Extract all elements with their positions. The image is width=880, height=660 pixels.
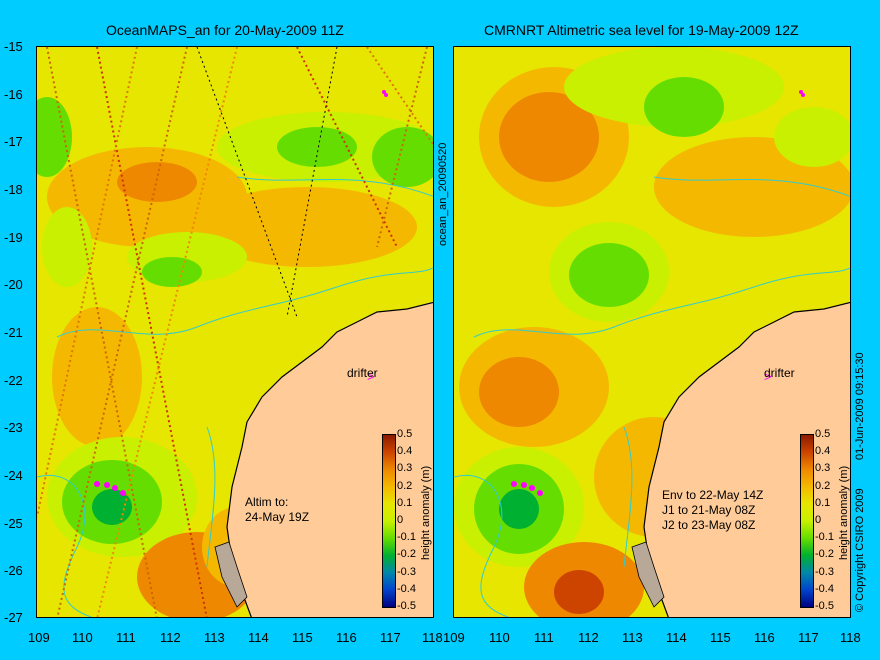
left-map-svg: > [37,47,433,617]
colorbar-tick: -0.2 [815,548,834,561]
colorbar-tick: -0.5 [815,600,834,612]
colorbar-tick: 0.3 [815,462,831,475]
colorbar-tick: -0.3 [815,565,834,578]
lon-tick: 113 [204,630,225,645]
colorbar-tick: 0.3 [397,462,413,475]
lon-tick: 117 [380,630,401,645]
right-drifter-label: drifter [764,366,795,380]
lon-tick: 118 [840,630,861,645]
left-colorbar-gradient [382,434,396,608]
lat-tick: -20 [4,277,23,292]
lon-tick: 113 [622,630,643,645]
colorbar-tick: 0.2 [815,479,831,492]
lat-tick: -24 [4,468,23,483]
colorbar-tick: -0.4 [815,582,834,595]
lat-tick: -26 [4,563,23,578]
lon-tick: 118 [422,630,443,645]
lat-tick: -18 [4,182,23,197]
lon-tick: 115 [292,630,313,645]
lat-tick: -23 [4,420,23,435]
lon-tick: 117 [798,630,819,645]
lat-tick: -25 [4,516,23,531]
right-colorbar-label: height anomaly (m) [838,465,850,560]
colorbar-tick: -0.2 [397,548,416,561]
colorbar-tick: -0.4 [397,582,416,595]
lon-tick: 114 [248,630,269,645]
colorbar-tick: 0.5 [397,428,413,440]
lon-tick: 111 [116,630,136,645]
lat-tick: -16 [4,87,23,102]
lon-tick: 115 [710,630,731,645]
svg-text:>: > [764,369,772,384]
colorbar-tick: 0.4 [397,445,413,458]
right-map-title: CMRNRT Altimetric sea level for 19-May-2… [484,22,799,38]
colorbar-tick: 0.4 [815,445,831,458]
lat-tick: -17 [4,134,23,149]
lon-tick: 112 [160,630,181,645]
left-drifter-label: drifter [347,366,378,380]
right-side-label: 01-Jun-2009 09:15:30 [854,352,866,460]
left-colorbar-label: height anomaly (m) [420,465,432,560]
colorbar-tick: 0.5 [815,428,831,440]
left-map-panel: > [36,46,434,618]
left-map-title: OceanMAPS_an for 20-May-2009 11Z [106,22,344,38]
lon-tick: 112 [578,630,599,645]
right-map-panel: > [453,46,851,618]
colorbar-tick: -0.1 [397,531,416,544]
lat-tick: -15 [4,39,23,54]
lon-tick: 111 [534,630,554,645]
colorbar-tick: 0 [397,514,404,526]
colorbar-tick: 0.1 [815,496,831,509]
colorbar-tick: 0.1 [397,496,413,509]
lat-tick: -22 [4,373,23,388]
right-map-svg: > [454,47,850,617]
lat-tick: -19 [4,230,23,245]
right-colorbar-gradient [800,434,814,608]
colorbar-tick: 0 [815,514,822,526]
lon-tick: 114 [666,630,687,645]
copyright-label: © Copyright CSIRO 2009 [854,488,866,612]
lon-tick: 116 [336,630,357,645]
lon-tick: 110 [72,630,93,645]
right-annotation: Env to 22-May 14Z J1 to 21-May 08Z J2 to… [662,488,764,532]
colorbar-tick: 0.2 [397,479,413,492]
colorbar-tick: -0.5 [397,600,416,612]
lon-tick: 109 [443,630,465,645]
svg-text:>: > [367,369,375,384]
lon-tick: 109 [28,630,50,645]
lat-tick: -21 [4,325,23,340]
lon-tick: 116 [754,630,775,645]
left-annotation: Altim to: 24-May 19Z [245,495,310,524]
left-side-label: ocean_an_20090520 [437,142,449,246]
colorbar-tick: -0.3 [397,565,416,578]
colorbar-tick: -0.1 [815,531,834,544]
lat-tick: -27 [4,610,23,625]
lon-tick: 110 [489,630,510,645]
